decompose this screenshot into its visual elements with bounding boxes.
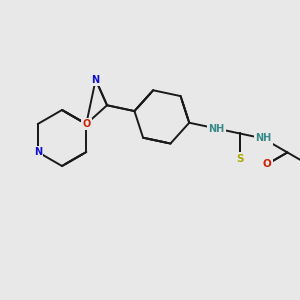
Text: N: N	[92, 75, 100, 85]
Text: NH: NH	[255, 134, 271, 143]
Text: NH: NH	[208, 124, 225, 134]
Text: S: S	[236, 154, 244, 164]
Text: O: O	[82, 119, 90, 129]
Text: O: O	[262, 159, 271, 169]
Text: N: N	[34, 147, 42, 157]
